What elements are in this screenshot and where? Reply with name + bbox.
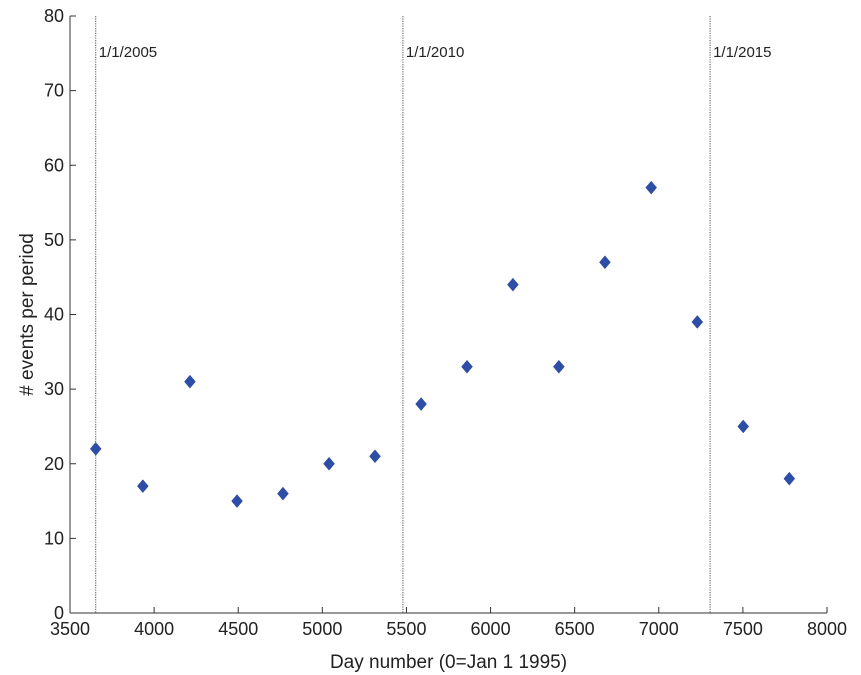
data-point-diamond [645,180,658,195]
y-tick-label: 30 [44,379,64,399]
reference-line-label: 1/1/2010 [406,44,464,61]
data-point-diamond [89,441,102,456]
x-tick-label: 8000 [807,619,847,639]
y-tick-label: 70 [44,81,64,101]
data-point-diamond [415,397,427,411]
data-point-diamond [137,479,149,494]
data-point-diamond [507,277,519,292]
x-axis-label: Day number (0=Jan 1 1995) [330,652,567,673]
y-tick-label: 60 [44,155,64,175]
y-tick-label: 20 [44,454,64,474]
data-point-diamond [323,456,335,471]
y-tick-label: 40 [44,305,64,325]
data-point-diamond [369,449,381,464]
data-point-diamond [599,255,611,270]
x-tick-label: 6500 [555,619,595,639]
x-tick-label: 6000 [471,619,511,639]
x-tick-label: 4000 [134,619,174,639]
x-tick-label: 5000 [302,619,342,639]
data-point-diamond [231,494,243,508]
x-tick-label: 5500 [386,619,426,639]
axes: 3500 4000 4500 5000 5500 6000 6500 7000 7500 8000… [44,6,847,639]
data-point-diamond [783,471,796,486]
x-tick-label: 3500 [50,619,90,639]
data-point-diamond [277,486,289,501]
data-point-diamond [184,374,196,389]
x-tick-label: 7500 [723,619,763,639]
data-point-diamond [461,359,473,374]
data-point-diamond [737,419,750,434]
y-tick-label: 80 [44,6,64,26]
reference-line-label: 1/1/2015 [713,44,771,61]
y-tick-label: 10 [44,528,64,548]
y-tick-label: 50 [44,230,64,250]
reference-line-label: 1/1/2005 [99,44,157,61]
data-point-diamond [553,359,565,374]
reference-lines: 1/1/2005 1/1/2010 1/1/2015 [95,16,771,613]
y-tick-label: 0 [54,603,64,623]
data-point-diamond [691,315,704,329]
x-tick-label: 7000 [639,619,679,639]
x-tick-label: 4500 [218,619,258,639]
y-axis-label: # events per period [17,233,38,396]
data-markers [89,180,796,508]
